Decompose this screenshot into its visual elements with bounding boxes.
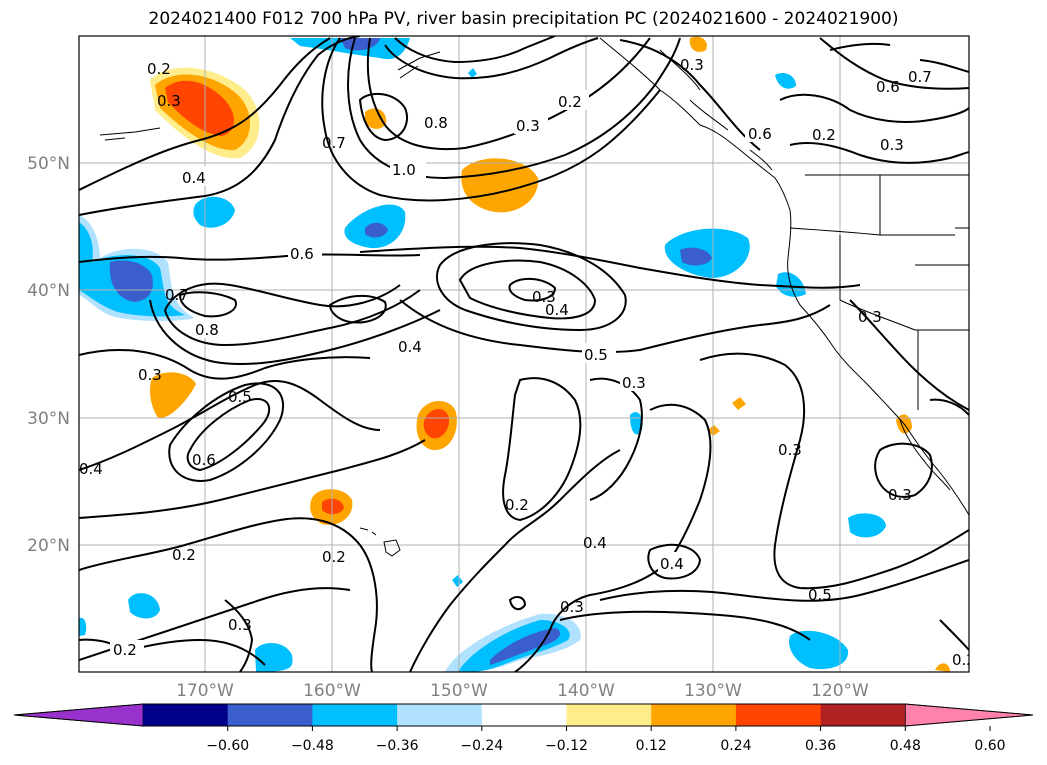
contour-label: 0.3 bbox=[880, 136, 904, 154]
contour-label: 0.7 bbox=[908, 68, 932, 86]
colorbar-tick-label: −0.24 bbox=[460, 738, 503, 754]
precip-shading bbox=[79, 36, 950, 672]
map-title: 2024021400 F012 700 hPa PV, river basin … bbox=[148, 9, 899, 29]
contour-label: 0.2 bbox=[505, 496, 529, 514]
contour-label: 0.3 bbox=[560, 598, 584, 616]
longitude-axis: 170°W 160°W 150°W 140°W 130°W 120°W bbox=[176, 681, 869, 701]
colorbar-tick-label: 0.12 bbox=[636, 738, 667, 754]
contour-label: 0.6 bbox=[876, 78, 900, 96]
contour-labels: 0.2 0.3 0.4 0.7 1.0 0.8 0.2 0.3 0.6 0.5 … bbox=[79, 56, 976, 669]
colorbar-tick-label: 0.36 bbox=[805, 738, 836, 754]
contour-label: 0.6 bbox=[192, 451, 216, 469]
contour-label: 0.2 bbox=[322, 548, 346, 566]
contour-label: 0.3 bbox=[516, 117, 540, 135]
contour-label: 0.5 bbox=[808, 586, 832, 604]
colorbar-tick-label: −0.48 bbox=[291, 738, 334, 754]
contour-label: 0.4 bbox=[545, 301, 569, 319]
colorbar-segment bbox=[735, 704, 822, 726]
contour-label: 0.4 bbox=[583, 534, 607, 552]
contour-label: 0.3 bbox=[157, 92, 181, 110]
contour-label: 0.5 bbox=[228, 388, 252, 406]
positive-anomaly-hawaii bbox=[310, 489, 353, 525]
colorbar-segment bbox=[397, 704, 483, 726]
positive-anomaly-dot1 bbox=[732, 397, 746, 410]
map-border bbox=[78, 35, 970, 673]
contour-label: 0.3 bbox=[622, 374, 646, 392]
colorbar-tick-label: −0.12 bbox=[545, 738, 588, 754]
contour-label: 0.8 bbox=[424, 114, 448, 132]
negative-anomaly-a bbox=[193, 196, 235, 228]
contour-label: 0.8 bbox=[195, 321, 219, 339]
positive-anomaly-small bbox=[365, 108, 387, 129]
colorbar-tick-label: 0.24 bbox=[720, 738, 751, 754]
colorbar-extend-min bbox=[13, 703, 144, 727]
lat-label-40n: 40°N bbox=[27, 281, 70, 301]
contour-label: 1.0 bbox=[392, 161, 416, 179]
negative-anomaly-south bbox=[445, 613, 581, 672]
colorbar-tick-label: 0.48 bbox=[890, 738, 921, 754]
negative-anomaly-g bbox=[128, 593, 160, 619]
colorbar-extend-max bbox=[904, 703, 1034, 727]
colorbar-segment bbox=[143, 704, 229, 726]
lat-label-50n: 50°N bbox=[27, 154, 70, 174]
contour-label: 0.3 bbox=[138, 366, 162, 384]
contour-label: 0.4 bbox=[660, 555, 684, 573]
positive-anomaly-top bbox=[689, 36, 707, 52]
contour-label: 0.4 bbox=[398, 338, 422, 356]
contour-label: 0.2 bbox=[113, 641, 137, 659]
contour-label: 0.4 bbox=[182, 169, 206, 187]
lat-label-20n: 20°N bbox=[27, 536, 70, 556]
contour-label: 0.3 bbox=[888, 486, 912, 504]
contour-label: 0.6 bbox=[748, 125, 772, 143]
positive-anomaly-se bbox=[935, 663, 950, 672]
lon-label-160w: 160°W bbox=[303, 681, 361, 701]
lat-label-30n: 30°N bbox=[27, 409, 70, 429]
contour-label: 0.6 bbox=[290, 245, 314, 263]
negative-anomaly-west bbox=[79, 215, 195, 321]
positive-anomaly-dot2 bbox=[708, 425, 720, 436]
colorbar-tick-label: −0.36 bbox=[376, 738, 419, 754]
negative-anomaly-h bbox=[789, 630, 849, 670]
contour-label: 0.7 bbox=[322, 134, 346, 152]
negative-anomaly-b bbox=[344, 204, 406, 249]
contour-label: 0.2 bbox=[172, 546, 196, 564]
contour-label: 0.2 bbox=[812, 126, 836, 144]
colorbar-segment bbox=[312, 704, 398, 726]
lon-label-120w: 120°W bbox=[811, 681, 869, 701]
contour-label: 0.3 bbox=[228, 616, 252, 634]
contour-label: 0.3 bbox=[680, 56, 704, 74]
lon-label-150w: 150°W bbox=[430, 681, 488, 701]
graticule bbox=[79, 36, 969, 672]
colorbar-segment bbox=[566, 704, 652, 726]
lon-label-140w: 140°W bbox=[557, 681, 615, 701]
contour-label: 0.2 bbox=[952, 651, 976, 669]
coastlines bbox=[99, 37, 969, 557]
colorbar-outline bbox=[13, 703, 1034, 727]
colorbar-segment bbox=[820, 704, 906, 726]
colorbar: −0.60 −0.48 −0.36 −0.24 −0.12 0.12 0.24 0.36 0.4… bbox=[13, 703, 1034, 754]
colorbar-tick-label: 0.60 bbox=[974, 738, 1005, 754]
colorbar-segment bbox=[227, 704, 313, 726]
negative-anomaly-d bbox=[775, 73, 796, 89]
negative-anomaly-f bbox=[848, 513, 886, 538]
colorbar-segment bbox=[481, 704, 567, 726]
positive-anomaly-west bbox=[150, 372, 196, 419]
contour-label: 0.2 bbox=[147, 60, 171, 78]
colorbar-segment bbox=[651, 704, 737, 726]
contour-label: 0.7 bbox=[165, 286, 189, 304]
colorbar-tick-label: −0.60 bbox=[206, 738, 249, 754]
contour-label: 0.5 bbox=[584, 346, 608, 364]
contour-label: 0.3 bbox=[858, 308, 882, 326]
negative-anomaly-oregon bbox=[664, 228, 750, 278]
positive-anomaly-30n-150w bbox=[416, 401, 457, 451]
lon-label-130w: 130°W bbox=[684, 681, 742, 701]
contour-label: 0.2 bbox=[558, 93, 582, 111]
lon-label-170w: 170°W bbox=[176, 681, 234, 701]
contour-label: 0.3 bbox=[778, 441, 802, 459]
contour-label: 0.4 bbox=[79, 460, 103, 478]
latitude-axis: 50°N 40°N 30°N 20°N bbox=[27, 154, 70, 556]
contour-label: 0.3 bbox=[532, 288, 556, 306]
